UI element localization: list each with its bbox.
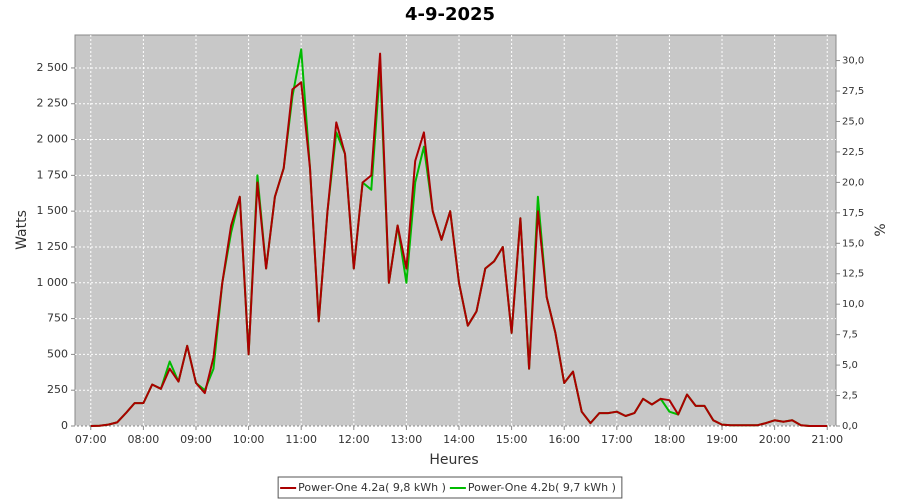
y2-tick-label: 0,0 bbox=[842, 421, 858, 432]
y2-tick-label: 25,0 bbox=[842, 116, 864, 127]
x-tick-label: 11:00 bbox=[285, 433, 317, 446]
y-tick-label: 2 000 bbox=[37, 133, 69, 146]
x-tick-label: 20:00 bbox=[759, 433, 791, 446]
y2-tick-label: 15,0 bbox=[842, 238, 864, 249]
y2-axis-title: % bbox=[873, 223, 889, 236]
y2-tick-label: 12,5 bbox=[842, 269, 864, 280]
y2-tick-label: 7,5 bbox=[842, 330, 858, 341]
legend-label: Power-One 4.2b( 9,7 kWh ) bbox=[468, 481, 616, 494]
y2-tick-label: 17,5 bbox=[842, 208, 864, 219]
x-axis-title: Heures bbox=[429, 452, 478, 468]
y-tick-label: 1 000 bbox=[37, 276, 69, 289]
y-tick-label: 1 500 bbox=[37, 204, 69, 217]
x-tick-label: 18:00 bbox=[654, 433, 686, 446]
x-tick-label: 07:00 bbox=[75, 433, 107, 446]
x-tick-label: 19:00 bbox=[706, 433, 738, 446]
y2-tick-label: 22,5 bbox=[842, 147, 864, 158]
y2-tick-label: 20,0 bbox=[842, 177, 864, 188]
y-tick-label: 2 250 bbox=[37, 97, 69, 110]
y-tick-label: 0 bbox=[61, 419, 68, 432]
y2-tick-label: 10,0 bbox=[842, 299, 864, 310]
y2-tick-label: 27,5 bbox=[842, 86, 864, 97]
x-tick-label: 17:00 bbox=[601, 433, 633, 446]
x-tick-label: 09:00 bbox=[180, 433, 212, 446]
y-axis-title: Watts bbox=[14, 210, 30, 250]
series-line bbox=[90, 52, 828, 427]
x-tick-label: 14:00 bbox=[443, 433, 475, 446]
y2-tick-label: 2,5 bbox=[842, 391, 858, 402]
x-tick-label: 21:00 bbox=[811, 433, 843, 446]
y-tick-label: 750 bbox=[47, 312, 68, 325]
y2-tick-label: 5,0 bbox=[842, 360, 858, 371]
x-tick-label: 13:00 bbox=[391, 433, 423, 446]
y-tick-label: 2 500 bbox=[37, 61, 69, 74]
y-tick-label: 500 bbox=[47, 347, 68, 360]
legend-label: Power-One 4.2a( 9,8 kWh ) bbox=[298, 481, 446, 494]
plot-area bbox=[74, 34, 837, 427]
x-tick-label: 16:00 bbox=[548, 433, 580, 446]
chart-title: 4-9-2025 bbox=[405, 4, 495, 25]
x-tick-label: 10:00 bbox=[233, 433, 265, 446]
x-tick-label: 15:00 bbox=[496, 433, 528, 446]
y-tick-label: 1 750 bbox=[37, 168, 69, 181]
legend: Power-One 4.2a( 9,8 kWh ) Power-One 4.2b(… bbox=[277, 476, 623, 499]
y2-tick-label: 30,0 bbox=[842, 56, 864, 67]
x-tick-label: 08:00 bbox=[128, 433, 160, 446]
y-tick-label: 250 bbox=[47, 383, 68, 396]
y-tick-label: 1 250 bbox=[37, 240, 69, 253]
x-tick-label: 12:00 bbox=[338, 433, 370, 446]
